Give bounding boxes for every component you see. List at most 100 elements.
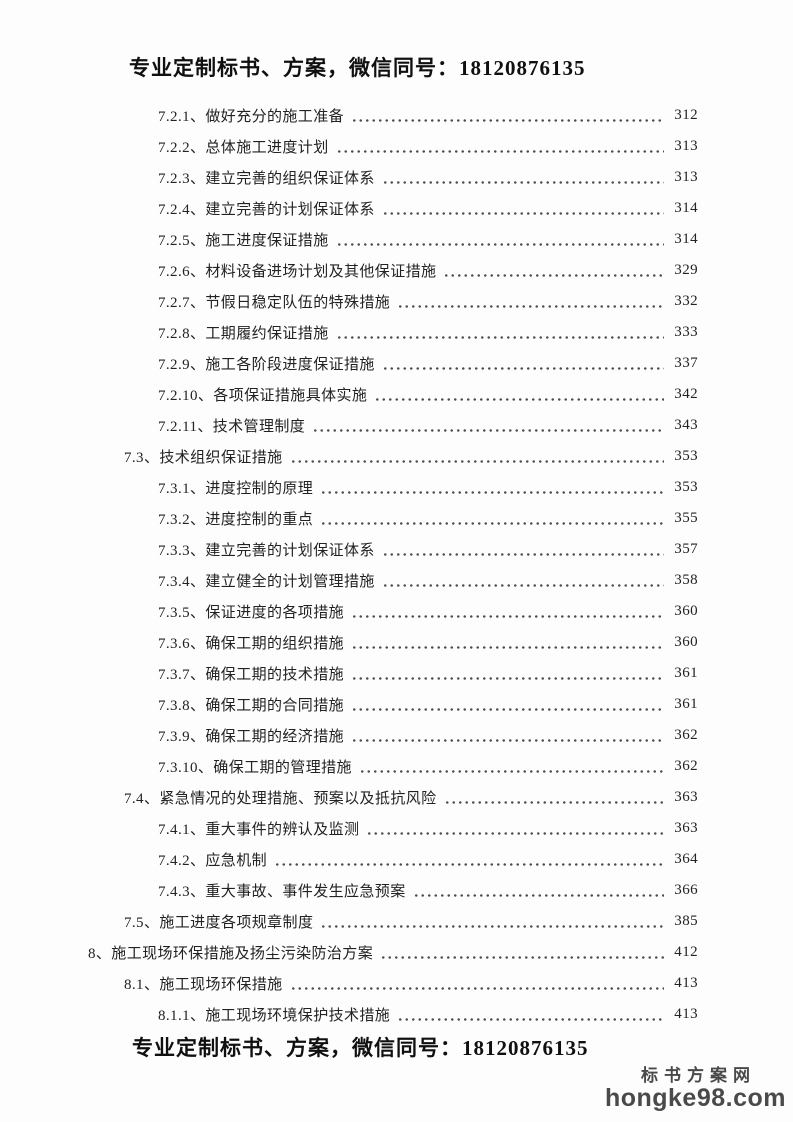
toc-entry-label: 7.2.7、节假日稳定队伍的特殊措施 [158, 295, 391, 311]
toc-entry-page: 353 [674, 448, 698, 464]
toc-entry-page: 362 [674, 727, 698, 743]
toc-entry-label: 7.3.5、保证进度的各项措施 [158, 605, 345, 621]
toc-entry-label: 7.2.9、施工各阶段进度保证措施 [158, 357, 375, 373]
toc-leader-dots [381, 534, 664, 565]
toc-entry-page: 337 [674, 355, 698, 371]
toc-leader-dots [381, 565, 664, 596]
toc-leader-dots [335, 224, 664, 255]
toc-entry: 7.4.3、重大事故、事件发生应急预案 366 [0, 875, 793, 906]
toc-leader-dots [397, 999, 664, 1030]
footer-note: 专业定制标书、方案，微信同号：18120876135 [132, 1036, 589, 1060]
toc-leader-dots [289, 968, 664, 999]
toc-leader-dots [335, 317, 664, 348]
toc-entry-label: 7.3.2、进度控制的重点 [158, 512, 314, 528]
toc-leader-dots [397, 286, 664, 317]
toc-entry: 7.3.6、确保工期的组织措施 360 [0, 627, 793, 658]
toc-entry: 8.1、施工现场环保措施 413 [0, 968, 793, 999]
toc-leader-dots [443, 782, 664, 813]
toc-entry-page: 355 [674, 510, 698, 526]
toc-entry: 7.3.8、确保工期的合同措施 361 [0, 689, 793, 720]
toc-entry-page: 333 [674, 324, 698, 340]
toc-leader-dots [289, 441, 664, 472]
toc-entry: 7.2.10、各项保证措施具体实施 342 [0, 379, 793, 410]
toc-leader-dots [312, 410, 664, 441]
toc-entry-label: 7.2.1、做好充分的施工准备 [158, 109, 345, 125]
toc-entry: 7.3.4、建立健全的计划管理措施 358 [0, 565, 793, 596]
toc-entry-label: 7.4、紧急情况的处理措施、预案以及抵抗风险 [124, 791, 437, 807]
toc-entry-label: 7.3.1、进度控制的原理 [158, 481, 314, 497]
toc-entry-page: 364 [674, 851, 698, 867]
toc-entry: 7.3.10、确保工期的管理措施 362 [0, 751, 793, 782]
toc-entry-page: 332 [674, 293, 698, 309]
toc-entry: 7.5、施工进度各项规章制度 385 [0, 906, 793, 937]
toc-entry: 8、施工现场环保措施及扬尘污染防治方案 412 [0, 937, 793, 968]
toc-leader-dots [358, 751, 664, 782]
toc-entry-label: 7.2.4、建立完善的计划保证体系 [158, 202, 375, 218]
toc-entry-label: 7.4.1、重大事件的辨认及监测 [158, 822, 360, 838]
toc-entry-label: 7.2.6、材料设备进场计划及其他保证措施 [158, 264, 437, 280]
toc-entry: 7.2.6、材料设备进场计划及其他保证措施 329 [0, 255, 793, 286]
toc-entry-page: 363 [674, 820, 698, 836]
toc-entry-label: 7.3、技术组织保证措施 [124, 450, 283, 466]
toc-entry-page: 412 [674, 944, 698, 960]
header-note: 专业定制标书、方案，微信同号：18120876135 [129, 56, 586, 80]
toc-entry-page: 385 [674, 913, 698, 929]
toc-entry: 7.3.7、确保工期的技术措施 361 [0, 658, 793, 689]
toc-entry: 7.4、紧急情况的处理措施、预案以及抵抗风险 363 [0, 782, 793, 813]
toc-entry-page: 314 [674, 200, 698, 216]
toc-entry: 7.2.8、工期履约保证措施 333 [0, 317, 793, 348]
toc-entry-label: 7.5、施工进度各项规章制度 [124, 915, 314, 931]
toc-leader-dots [381, 162, 664, 193]
toc-leader-dots [351, 596, 664, 627]
toc-leader-dots [335, 131, 664, 162]
table-of-contents: 7.2.1、做好充分的施工准备 312 7.2.2、总体施工进度计划 313 7… [0, 100, 793, 1030]
toc-entry-label: 7.2.8、工期履约保证措施 [158, 326, 329, 342]
toc-entry-page: 353 [674, 479, 698, 495]
toc-leader-dots [381, 193, 664, 224]
watermark-site-name: 标书方案网 [640, 1065, 756, 1085]
toc-entry: 7.4.1、重大事件的辨认及监测 363 [0, 813, 793, 844]
toc-leader-dots [351, 658, 664, 689]
toc-entry-label: 7.3.4、建立健全的计划管理措施 [158, 574, 375, 590]
toc-entry-page: 413 [674, 975, 698, 991]
watermark-site-url: hongke98.com [604, 1083, 786, 1112]
site-watermark: 标书方案网 hongke98.com [605, 1067, 786, 1111]
toc-entry-label: 7.3.6、确保工期的组织措施 [158, 636, 345, 652]
toc-entry-label: 7.2.5、施工进度保证措施 [158, 233, 329, 249]
toc-entry: 7.2.9、施工各阶段进度保证措施 337 [0, 348, 793, 379]
toc-entry-page: 362 [674, 758, 698, 774]
toc-leader-dots [366, 813, 664, 844]
toc-leader-dots [412, 875, 664, 906]
toc-entry: 7.3.2、进度控制的重点 355 [0, 503, 793, 534]
toc-leader-dots [320, 472, 664, 503]
toc-leader-dots [351, 689, 664, 720]
toc-leader-dots [274, 844, 664, 875]
toc-entry-page: 329 [674, 262, 698, 278]
toc-entry: 7.3.1、进度控制的原理 353 [0, 472, 793, 503]
toc-leader-dots [351, 720, 664, 751]
toc-leader-dots [320, 503, 664, 534]
toc-entry: 7.3.3、建立完善的计划保证体系 357 [0, 534, 793, 565]
toc-entry: 7.2.4、建立完善的计划保证体系 314 [0, 193, 793, 224]
toc-entry-page: 413 [674, 1006, 698, 1022]
toc-leader-dots [351, 627, 664, 658]
toc-leader-dots [320, 906, 664, 937]
toc-entry-label: 7.3.7、确保工期的技术措施 [158, 667, 345, 683]
toc-entry-label: 7.4.2、应急机制 [158, 853, 268, 869]
toc-entry: 7.2.3、建立完善的组织保证体系 313 [0, 162, 793, 193]
toc-entry-label: 8.1、施工现场环保措施 [124, 977, 283, 993]
toc-entry-page: 313 [674, 138, 698, 154]
toc-entry: 7.2.2、总体施工进度计划 313 [0, 131, 793, 162]
toc-entry-label: 7.2.2、总体施工进度计划 [158, 140, 329, 156]
toc-entry-label: 7.2.3、建立完善的组织保证体系 [158, 171, 375, 187]
toc-entry-page: 314 [674, 231, 698, 247]
toc-entry-page: 361 [674, 696, 698, 712]
toc-entry-label: 7.2.10、各项保证措施具体实施 [158, 388, 368, 404]
toc-entry-page: 358 [674, 572, 698, 588]
toc-leader-dots [380, 937, 664, 968]
toc-entry-label: 7.3.10、确保工期的管理措施 [158, 760, 352, 776]
toc-leader-dots [374, 379, 664, 410]
toc-entry: 7.3、技术组织保证措施 353 [0, 441, 793, 472]
toc-entry-page: 343 [674, 417, 698, 433]
